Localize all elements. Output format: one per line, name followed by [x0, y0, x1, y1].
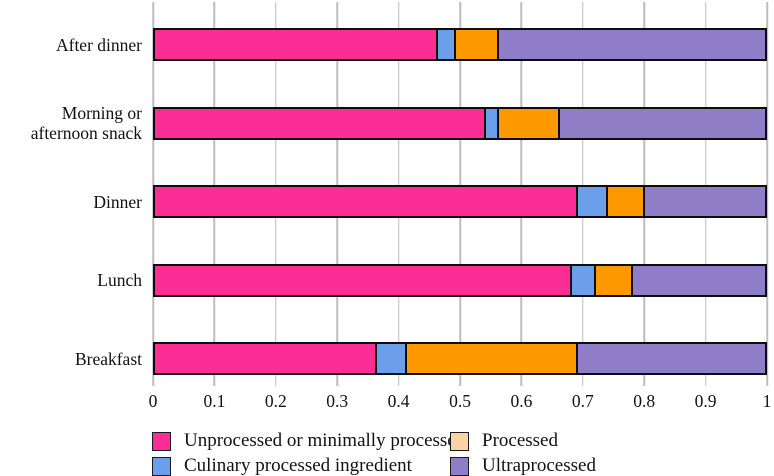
category-label-lunch: Lunch: [97, 270, 142, 290]
x-axis-tick-labels: 0 0.1 0.2 0.3 0.4 0.5 0.6 0.7 0.8 0.9 1: [149, 391, 772, 413]
x-tick-label-1: 1: [762, 391, 772, 411]
bar-segment-processed: [496, 108, 558, 138]
bar-segment-ultraprocessed: [496, 30, 765, 59]
bar-segment-ultraprocessed: [575, 344, 765, 373]
legend-label: Ultraprocessed: [482, 455, 596, 476]
bar-segment-processed: [405, 344, 576, 373]
x-tick-label-0.8: 0.8: [633, 391, 656, 411]
bar-segment-ultraprocessed: [630, 265, 765, 295]
bar-segment-unprocessed-or-minimally-processed: [155, 187, 576, 216]
bar-segment-processed: [606, 187, 643, 216]
bar-lunch: [153, 263, 767, 297]
category-label-breakfast: Breakfast: [74, 348, 142, 369]
bar-segment-culinary-processed-ingredient: [435, 30, 454, 59]
gridline-x-1: [766, 2, 768, 386]
category-label-dinner: Dinner: [93, 191, 142, 212]
bar-segment-unprocessed-or-minimally-processed: [155, 30, 436, 59]
bar-segment-culinary-processed-ingredient: [569, 265, 595, 295]
x-tick-label-0: 0: [148, 391, 158, 411]
bar-morning-or-afternoon-snack: [153, 106, 767, 140]
y-axis-category-labels: After dinner Morning or afternoon snack Di…: [0, 0, 146, 378]
legend-item-ultraprocessed: Ultraprocessed: [450, 455, 596, 476]
legend-item-culinary-processed-ingredient: Culinary processed ingredient: [152, 455, 412, 476]
legend-item-unprocessed-or-minimally-processed: Unprocessed or minimally processed: [152, 430, 465, 452]
legend-label: Processed: [482, 430, 558, 451]
x-tick-label-0.5: 0.5: [449, 391, 471, 411]
chart-legend: Unprocessed or minimally processed Proces…: [152, 430, 762, 476]
bar-segment-ultraprocessed: [642, 187, 765, 216]
legend-item-processed: Processed: [450, 430, 558, 452]
bar-segment-culinary-processed-ingredient: [575, 187, 607, 216]
x-tick-label-0.3: 0.3: [326, 391, 349, 411]
plot-area: [152, 0, 768, 386]
bar-dinner: [153, 185, 767, 218]
legend-swatch-unprocessed-or-minimally-processed: [152, 431, 171, 451]
legend-swatch-ultraprocessed: [450, 456, 469, 476]
bar-segment-processed: [594, 265, 631, 295]
bar-breakfast: [153, 342, 767, 375]
bar-after-dinner: [153, 28, 767, 61]
bar-segment-culinary-processed-ingredient: [484, 108, 497, 138]
bar-segment-unprocessed-or-minimally-processed: [155, 108, 485, 138]
x-tick-label-0.9: 0.9: [694, 391, 717, 411]
category-label-morning-or-afternoon-snack: Morning or afternoon snack: [30, 103, 142, 143]
legend-label: Unprocessed or minimally processed: [184, 430, 466, 451]
x-tick-label-0.4: 0.4: [387, 391, 410, 411]
bar-segment-processed: [453, 30, 497, 59]
category-label-after-dinner: After dinner: [55, 34, 142, 55]
legend-swatch-processed: [450, 431, 469, 451]
x-tick-label-0.7: 0.7: [571, 391, 594, 411]
bar-segment-culinary-processed-ingredient: [374, 344, 406, 373]
legend-label: Culinary processed ingredient: [184, 455, 412, 476]
x-tick-label-0.6: 0.6: [510, 391, 533, 411]
x-tick-label-0.2: 0.2: [264, 391, 287, 411]
x-tick-label-0.1: 0.1: [203, 391, 226, 411]
bar-segment-ultraprocessed: [557, 108, 765, 138]
bar-segment-unprocessed-or-minimally-processed: [155, 265, 570, 295]
bar-segment-unprocessed-or-minimally-processed: [155, 344, 375, 373]
legend-swatch-culinary-processed-ingredient: [152, 456, 171, 476]
